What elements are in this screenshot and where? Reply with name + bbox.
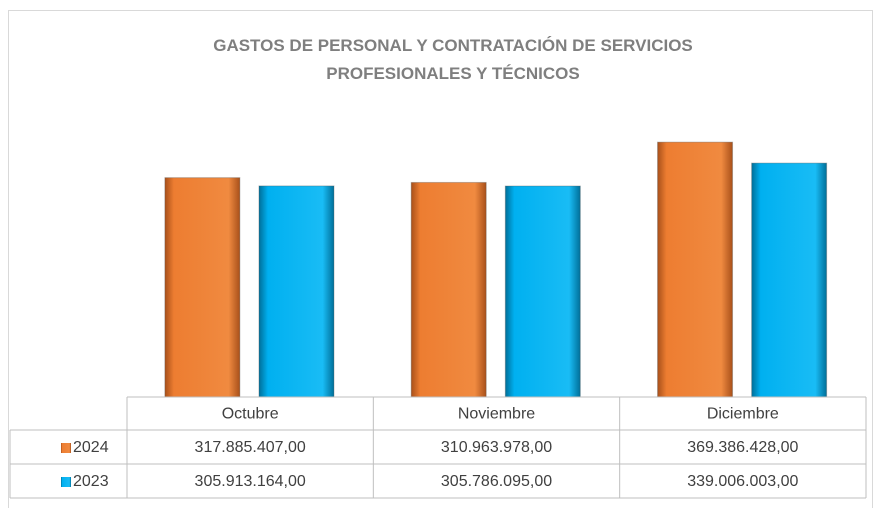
legend-label: 2023 bbox=[73, 473, 109, 490]
legend-label: 2024 bbox=[73, 439, 109, 456]
bar bbox=[657, 141, 734, 398]
data-label: 317.885.407,00 bbox=[195, 439, 306, 456]
bar bbox=[410, 181, 487, 398]
data-label: 339.006.003,00 bbox=[687, 473, 798, 490]
x-tick-label: Noviembre bbox=[458, 406, 535, 423]
data-label: 305.913.164,00 bbox=[195, 473, 306, 490]
chart-title: GASTOS DE PERSONAL Y CONTRATACIÓN DE SER… bbox=[213, 36, 693, 83]
legend-key bbox=[61, 477, 71, 487]
bar bbox=[751, 162, 828, 398]
legend-key bbox=[61, 443, 71, 453]
data-label: 369.386.428,00 bbox=[687, 439, 798, 456]
data-label: 310.963.978,00 bbox=[441, 439, 552, 456]
x-tick-label: Octubre bbox=[222, 406, 279, 423]
bar bbox=[258, 185, 335, 398]
data-label: 305.786.095,00 bbox=[441, 473, 552, 490]
bar bbox=[164, 177, 241, 398]
bar bbox=[504, 185, 581, 398]
x-tick-label: Diciembre bbox=[707, 406, 779, 423]
